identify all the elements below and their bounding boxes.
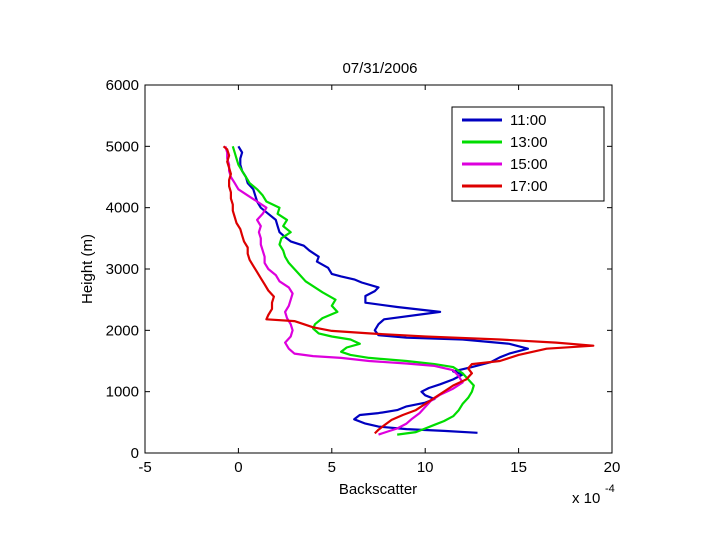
legend-label: 11:00	[510, 112, 546, 129]
x-tick-label: -5	[138, 459, 151, 476]
y-tick-label: 5000	[106, 138, 139, 155]
legend-label: 15:00	[510, 156, 548, 173]
series-line-1700	[222, 145, 595, 435]
x-axis-title: Backscatter	[339, 481, 417, 498]
series-line-1300	[231, 145, 475, 436]
legend-label: 13:00	[510, 134, 548, 151]
y-tick-label: 1000	[106, 384, 139, 401]
chart-title: 07/31/2006	[342, 60, 417, 77]
legend: 11:00 13:00 15:00 17:00	[451, 106, 605, 202]
series-line-1500	[224, 145, 464, 436]
x-tick-label: 5	[328, 459, 336, 476]
y-tick-label: 3000	[106, 261, 139, 278]
y-tick-label: 0	[131, 445, 139, 462]
x-tick-label: 10	[417, 459, 434, 476]
y-axis-title: Height (m)	[79, 234, 96, 304]
y-tick-label: 4000	[106, 200, 139, 217]
y-tick-label: 6000	[106, 77, 139, 94]
x-tick-label: 0	[234, 459, 242, 476]
y-tick-label: 2000	[106, 322, 139, 339]
x-tick-label: 15	[510, 459, 527, 476]
x-multiplier-exponent: -4	[605, 483, 615, 495]
legend-label: 17:00	[510, 178, 548, 195]
x-multiplier-label: x 10	[572, 490, 600, 507]
series-layer	[222, 145, 595, 436]
x-tick-label: 20	[604, 459, 621, 476]
